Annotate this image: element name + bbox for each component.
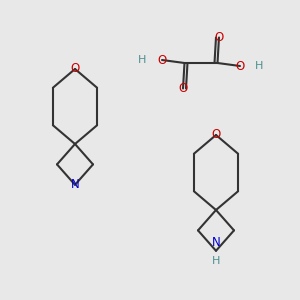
Text: N: N — [70, 178, 80, 191]
Text: N: N — [212, 236, 220, 249]
Text: H: H — [138, 55, 147, 65]
Text: O: O — [214, 31, 224, 44]
Text: O: O — [178, 82, 188, 95]
Text: H: H — [212, 256, 220, 266]
Text: H: H — [255, 61, 264, 71]
Text: O: O — [70, 62, 80, 76]
Text: O: O — [158, 53, 166, 67]
Text: O: O — [212, 128, 220, 142]
Text: O: O — [236, 59, 244, 73]
